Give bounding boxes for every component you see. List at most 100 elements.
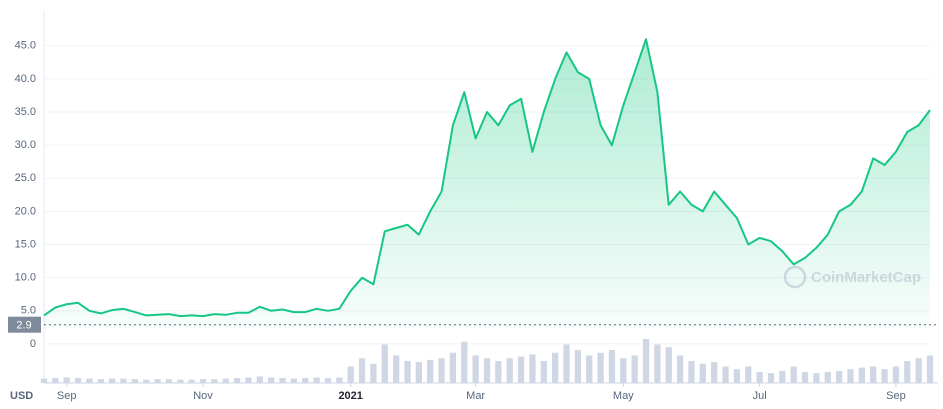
volume-bar	[109, 378, 116, 383]
watermark-text: CoinMarketCap	[811, 269, 921, 286]
volume-bar	[52, 378, 59, 383]
volume-bar	[472, 355, 479, 383]
volume-bar	[324, 378, 332, 383]
volume-bar	[915, 358, 922, 383]
volume-bar	[483, 358, 491, 383]
volume-bar	[790, 366, 797, 383]
volume-bar	[665, 347, 672, 383]
volume-bar	[699, 363, 706, 383]
volume-bar	[540, 361, 547, 383]
volume-bar	[199, 379, 207, 383]
volume-bar	[154, 379, 161, 383]
volume-bar	[302, 378, 309, 383]
volume-bar	[279, 378, 286, 383]
volume-bar	[824, 372, 831, 383]
volume-bar	[86, 378, 93, 383]
volume-bar	[813, 373, 820, 383]
volume-bar	[495, 361, 502, 383]
y-tick-label: 0	[30, 338, 36, 350]
volume-bar	[642, 339, 650, 383]
volume-bar	[631, 355, 638, 383]
y-tick-label: 30.0	[15, 139, 36, 151]
volume-bar	[120, 378, 127, 383]
volume-bar	[767, 373, 775, 383]
volume-bar	[676, 355, 684, 383]
volume-bar	[836, 370, 843, 383]
volume-bar	[597, 352, 604, 383]
volume-bar	[165, 379, 173, 383]
x-tick-label: Jul	[753, 390, 767, 402]
currency-label: USD	[10, 390, 33, 402]
watermark: CoinMarketCap	[783, 265, 921, 289]
current-price-box	[8, 316, 41, 333]
volume-bar	[256, 376, 263, 383]
volume-bar	[870, 366, 877, 383]
volume-bar	[711, 362, 718, 383]
volume-bar	[177, 379, 184, 383]
volume-bar	[608, 350, 616, 383]
volume-bar	[552, 352, 559, 383]
volume-bar	[506, 358, 513, 383]
volume-bar	[211, 379, 218, 383]
volume-bar	[517, 356, 525, 383]
volume-bar	[461, 341, 468, 383]
price	[43, 38, 931, 328]
volume-bar	[427, 359, 434, 383]
volume-bar	[97, 379, 104, 383]
volume-bar	[415, 362, 422, 383]
volume-bar	[847, 369, 854, 383]
x-tick-label: 2021	[338, 390, 362, 402]
volume-bar	[74, 378, 82, 383]
volume-bar	[858, 367, 865, 383]
volume-bar	[268, 377, 275, 383]
volume-bar	[654, 344, 661, 383]
volume-bar	[688, 361, 695, 383]
volume-bar	[358, 358, 366, 383]
price-area	[44, 39, 930, 328]
volume-bar	[722, 366, 729, 383]
volume-bar	[131, 379, 138, 383]
y-tick-label: 40.0	[15, 73, 36, 85]
overlay: CoinMarketCap USD 0 5.0 10.0 15.0 20.0 25.0 30…	[8, 40, 938, 402]
volume-bar	[574, 350, 581, 383]
volume-bar	[892, 366, 900, 383]
volume-bar	[40, 378, 48, 383]
y-tick-label: 45.0	[15, 40, 36, 52]
y-tick-label: 5.0	[21, 305, 36, 317]
volume-bar	[347, 366, 354, 383]
volume-bar	[881, 369, 888, 383]
volume-bar	[801, 372, 809, 383]
volume-bar	[63, 377, 70, 383]
x-tick-label: Mar	[466, 390, 485, 402]
current-price-label: 2.9	[16, 320, 31, 332]
volume-bar	[449, 352, 457, 383]
volume-bar	[926, 355, 934, 383]
volume-bar	[188, 379, 195, 383]
y-tick-label: 10.0	[15, 272, 36, 284]
x-tick-label: Sep	[886, 390, 906, 402]
volume-bar	[245, 377, 252, 383]
price-line	[43, 38, 931, 318]
volume-bar	[381, 344, 388, 383]
x-tick-label: Sep	[57, 390, 77, 402]
volume-bar	[904, 361, 911, 383]
volume-bar	[393, 355, 400, 383]
volume-bar	[586, 355, 593, 383]
volume-bar	[143, 379, 150, 383]
volume-bar	[620, 358, 627, 383]
volume-bar	[222, 378, 229, 383]
volume-bar	[745, 366, 752, 383]
volume-bar	[233, 378, 241, 383]
volume	[40, 339, 934, 383]
volume-bar	[529, 354, 536, 383]
x-tick-label: Nov	[193, 390, 213, 402]
y-tick-label: 25.0	[15, 172, 36, 184]
y-tick-label: 20.0	[15, 205, 36, 217]
volume-bar	[733, 369, 741, 383]
x-tick-label: May	[613, 390, 634, 402]
volume-bar	[370, 363, 377, 383]
volume-bar	[756, 372, 763, 383]
volume-bar	[313, 377, 320, 383]
y-tick-label: 35.0	[15, 106, 36, 118]
